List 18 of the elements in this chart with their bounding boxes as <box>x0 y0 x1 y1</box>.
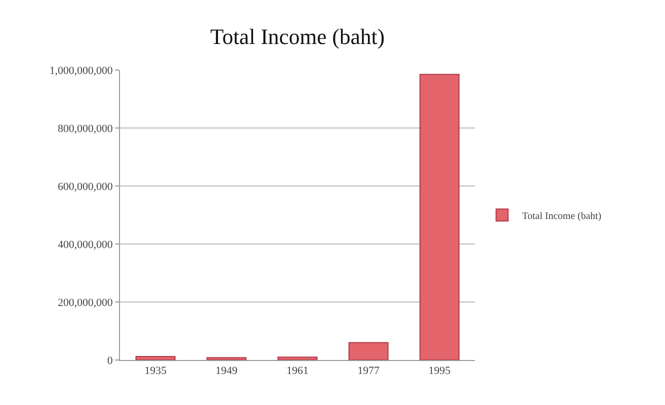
x-tick-label: 1961 <box>286 365 308 378</box>
y-tick-label: 400,000,000 <box>58 238 114 251</box>
y-tick-label: 1,000,000,000 <box>50 64 114 77</box>
y-tick-label: 600,000,000 <box>58 180 114 193</box>
bar <box>135 356 176 360</box>
bar <box>277 356 318 360</box>
bar <box>206 357 247 360</box>
bar <box>348 342 389 360</box>
y-tick-label: 800,000,000 <box>58 122 114 135</box>
x-tick-label: 1935 <box>144 365 167 378</box>
bar <box>419 74 460 360</box>
y-tick-label: 0 <box>107 354 114 367</box>
legend-label: Total Income (baht) <box>522 210 602 222</box>
x-tick-label: 1949 <box>216 365 238 378</box>
x-tick-label: 1995 <box>428 365 451 378</box>
chart-title: Total Income (baht) <box>210 24 385 49</box>
y-tick-label: 200,000,000 <box>58 296 114 309</box>
x-tick-label: 1977 <box>358 365 380 378</box>
